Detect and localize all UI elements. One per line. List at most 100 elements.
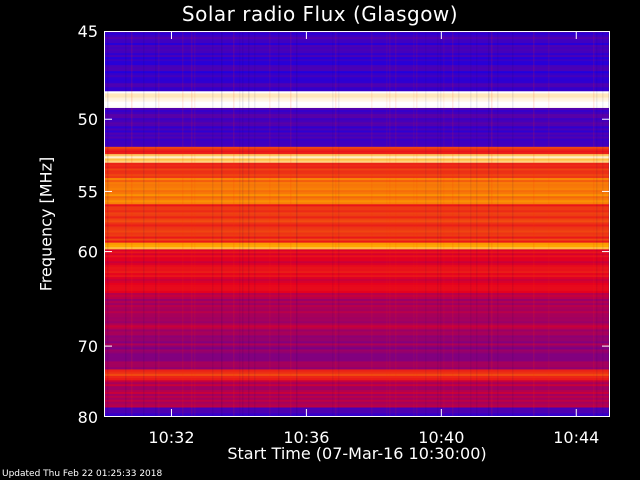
heatmap-strip bbox=[104, 311, 610, 314]
heatmap-texture bbox=[443, 31, 445, 417]
heatmap-strip bbox=[104, 59, 610, 62]
heatmap-strip bbox=[104, 290, 610, 294]
heatmap-texture bbox=[425, 31, 427, 417]
heatmap-strip bbox=[104, 168, 610, 171]
heatmap-strip bbox=[104, 35, 610, 38]
heatmap-strip bbox=[104, 307, 610, 310]
heatmap-strip bbox=[104, 279, 610, 282]
heatmap-strip bbox=[104, 244, 610, 248]
heatmap-strip bbox=[104, 299, 610, 302]
heatmap-texture bbox=[332, 31, 334, 417]
heatmap-texture bbox=[458, 31, 460, 417]
heatmap-strip bbox=[104, 91, 610, 94]
heatmap-strip bbox=[104, 411, 610, 414]
heatmap-strip bbox=[104, 140, 610, 144]
heatmap-strip bbox=[104, 288, 610, 292]
heatmap-strip bbox=[104, 116, 610, 119]
heatmap-strip bbox=[104, 409, 610, 412]
heatmap-texture bbox=[533, 31, 535, 417]
heatmap-strip bbox=[104, 247, 610, 250]
heatmap-layer bbox=[104, 31, 610, 417]
heatmap-strip bbox=[104, 292, 610, 296]
heatmap-texture bbox=[596, 31, 598, 417]
heatmap-strip bbox=[104, 174, 610, 177]
heatmap-strip bbox=[104, 198, 610, 201]
heatmap-strip bbox=[104, 118, 610, 121]
heatmap-strip bbox=[104, 33, 610, 36]
heatmap-strip bbox=[104, 303, 610, 306]
heatmap-strip bbox=[104, 144, 610, 148]
heatmap-texture bbox=[143, 31, 145, 417]
heatmap-strip bbox=[104, 218, 610, 222]
heatmap-texture bbox=[239, 31, 241, 417]
heatmap-texture bbox=[512, 31, 514, 417]
heatmap-strip bbox=[104, 327, 610, 331]
heatmap-strip bbox=[104, 124, 610, 127]
heatmap-texture bbox=[593, 31, 595, 417]
heatmap-strip bbox=[104, 55, 610, 58]
heatmap-strip bbox=[104, 41, 610, 44]
heatmap-strip bbox=[104, 375, 610, 379]
heatmap-texture bbox=[470, 31, 472, 417]
heatmap-strip bbox=[104, 365, 610, 369]
heatmap-strip bbox=[104, 156, 610, 160]
heatmap-strip bbox=[104, 45, 610, 48]
heatmap-strip bbox=[104, 301, 610, 304]
heatmap-strip bbox=[104, 89, 610, 92]
heatmap-strip bbox=[104, 286, 610, 290]
heatmap-strip bbox=[104, 101, 610, 105]
heatmap-strip bbox=[104, 294, 610, 298]
heatmap-strip bbox=[104, 192, 610, 195]
updated-timestamp: Updated Thu Feb 22 01:25:33 2018 bbox=[2, 469, 163, 479]
y-tick-label: 60 bbox=[78, 243, 98, 262]
heatmap-strip bbox=[104, 110, 610, 113]
heatmap-texture bbox=[548, 31, 550, 417]
heatmap-strip bbox=[104, 63, 610, 66]
heatmap-strip bbox=[104, 369, 610, 373]
heatmap-strip bbox=[104, 392, 610, 395]
heatmap-strip bbox=[104, 382, 610, 385]
heatmap-texture bbox=[269, 31, 271, 417]
heatmap-strip bbox=[104, 190, 610, 193]
heatmap-strip bbox=[104, 257, 610, 260]
heatmap-texture bbox=[296, 31, 298, 417]
heatmap-strip bbox=[104, 112, 610, 115]
heatmap-strip bbox=[104, 65, 610, 68]
heatmap-strip bbox=[104, 166, 610, 170]
heatmap-strip bbox=[104, 61, 610, 64]
heatmap-strip bbox=[104, 152, 610, 155]
heatmap-strip bbox=[104, 81, 610, 84]
heatmap-strip bbox=[104, 158, 610, 162]
heatmap-strip bbox=[104, 331, 610, 335]
heatmap-strip bbox=[104, 105, 610, 109]
heatmap-texture bbox=[242, 31, 244, 417]
heatmap-texture bbox=[395, 31, 397, 417]
heatmap-texture bbox=[248, 31, 250, 417]
heatmap-texture bbox=[488, 31, 490, 417]
heatmap-texture bbox=[437, 31, 439, 417]
heatmap-texture bbox=[371, 31, 373, 417]
heatmap-strip bbox=[104, 253, 610, 256]
heatmap-strip bbox=[104, 176, 610, 179]
heatmap-strip bbox=[104, 39, 610, 42]
heatmap-strip bbox=[104, 51, 610, 54]
heatmap-strip bbox=[104, 359, 610, 363]
heatmap-strip bbox=[104, 341, 610, 345]
heatmap-strip bbox=[104, 325, 610, 328]
heatmap-strip bbox=[104, 281, 610, 284]
y-tick-label: 50 bbox=[78, 110, 98, 129]
heatmap-strip bbox=[104, 220, 610, 224]
heatmap-texture bbox=[158, 31, 160, 417]
heatmap-strip bbox=[104, 335, 610, 339]
heatmap-strip bbox=[104, 261, 610, 264]
heatmap-strip bbox=[104, 255, 610, 258]
heatmap-strip bbox=[104, 142, 610, 146]
heatmap-strip bbox=[104, 236, 610, 240]
heatmap-strip bbox=[104, 275, 610, 278]
heatmap-strip bbox=[104, 136, 610, 140]
heatmap-strip bbox=[104, 361, 610, 365]
heatmap-texture bbox=[440, 31, 442, 417]
heatmap-strip bbox=[104, 146, 610, 150]
heatmap-strip bbox=[104, 329, 610, 333]
